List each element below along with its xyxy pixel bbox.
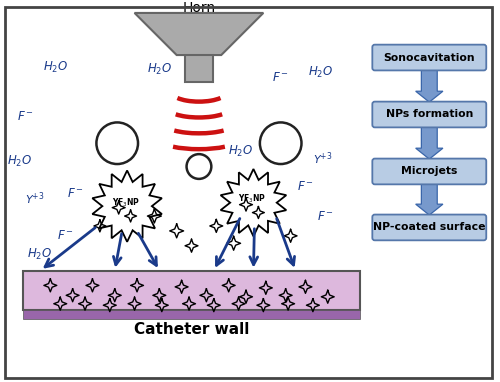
Polygon shape — [220, 169, 286, 236]
Text: F$^-$: F$^-$ — [297, 180, 314, 193]
Text: NPs formation: NPs formation — [386, 110, 473, 120]
Text: Y$^{+3}$: Y$^{+3}$ — [313, 151, 332, 167]
Text: NP-coated surface: NP-coated surface — [373, 222, 486, 232]
Text: F$^-$: F$^-$ — [57, 229, 74, 242]
Text: YF$_3$NP: YF$_3$NP — [238, 193, 266, 205]
Text: YF$_3$NP: YF$_3$NP — [112, 196, 140, 209]
Polygon shape — [134, 13, 264, 55]
Text: Microjets: Microjets — [401, 167, 458, 176]
FancyArrow shape — [416, 127, 443, 159]
FancyBboxPatch shape — [372, 159, 486, 185]
FancyBboxPatch shape — [372, 45, 486, 70]
Text: F$^-$: F$^-$ — [272, 71, 289, 84]
Text: H$_2$O: H$_2$O — [7, 154, 32, 169]
Text: Sonocavitation: Sonocavitation — [384, 53, 475, 63]
FancyBboxPatch shape — [372, 215, 486, 240]
Text: H$_2$O: H$_2$O — [27, 247, 52, 262]
Text: F$^-$: F$^-$ — [67, 187, 84, 200]
Text: Catheter wall: Catheter wall — [134, 322, 249, 337]
Polygon shape — [23, 270, 360, 310]
Text: H$_2$O: H$_2$O — [228, 144, 254, 159]
FancyArrow shape — [416, 184, 443, 215]
Text: H$_2$O: H$_2$O — [308, 65, 333, 80]
Text: F$^-$: F$^-$ — [317, 210, 334, 223]
Polygon shape — [23, 310, 360, 319]
Text: H$_2$O: H$_2$O — [146, 62, 172, 78]
FancyArrow shape — [416, 70, 443, 102]
Polygon shape — [185, 55, 213, 82]
Text: Horn: Horn — [182, 1, 216, 15]
Text: F$^-$: F$^-$ — [18, 110, 34, 123]
Text: Y$^{+3}$: Y$^{+3}$ — [24, 190, 44, 207]
FancyBboxPatch shape — [372, 102, 486, 127]
Text: H$_2$O: H$_2$O — [42, 60, 68, 75]
Polygon shape — [92, 170, 162, 242]
